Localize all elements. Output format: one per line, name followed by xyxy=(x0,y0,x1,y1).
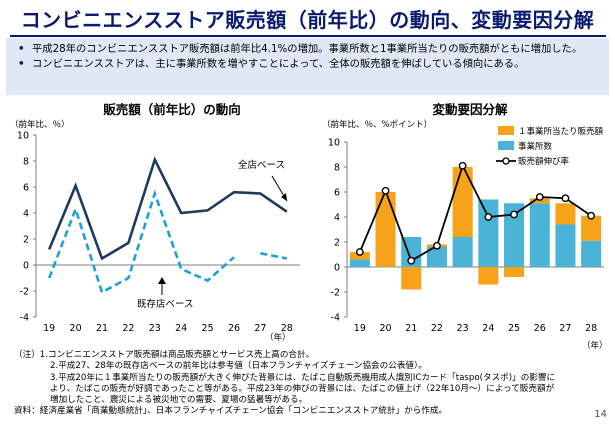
left-chart-y-tick-label: -2 xyxy=(20,287,29,298)
bar-store-count xyxy=(555,224,576,267)
bar-store-count xyxy=(478,199,499,267)
left-chart-title: 販売額（前年比）の動向 xyxy=(103,102,241,117)
left-chart-y-tick-label: 10 xyxy=(17,131,29,142)
sales-growth-point xyxy=(587,211,596,220)
bar-store-count xyxy=(529,203,550,267)
bar-per-store-sales xyxy=(504,267,525,277)
right-chart-y-tick-label: 4 xyxy=(334,213,340,224)
right-chart-y-tick-label: -4 xyxy=(331,313,340,324)
sales-growth-point xyxy=(510,210,518,219)
note-line-3: 3.平成20年に１事業所当たりの販売額が大きく伸びた背景には、たばこ自動販売機用… xyxy=(50,372,556,383)
left-chart-y-tick-label: 4 xyxy=(23,209,29,220)
annotation-all-stores: 全店ベース xyxy=(238,159,285,171)
left-chart-x-tick-label: 20 xyxy=(70,323,82,334)
right-chart-y-tick-label: 10 xyxy=(328,138,340,149)
right-chart-y-tick-label: 2 xyxy=(334,238,340,249)
note-line-5: 増加したこと、震災による被災地での需要、夏場の猛暑等がある。 xyxy=(50,395,308,406)
annotation-arrowhead-all-stores xyxy=(281,193,287,201)
series-line-sales-growth xyxy=(359,163,592,263)
series-line-all-stores xyxy=(47,156,288,261)
bar-per-store-sales xyxy=(555,203,576,225)
bar-store-count xyxy=(426,247,447,267)
sales-growth-point xyxy=(355,248,364,256)
left-chart-x-tick-label: 23 xyxy=(149,323,161,334)
bar-store-count xyxy=(349,259,370,267)
right-chart-x-tick-label: 28 xyxy=(585,323,597,334)
bar-store-count xyxy=(504,203,525,267)
sales-growth-point xyxy=(484,213,493,221)
right-chart-y-tick-label: 0 xyxy=(334,263,340,274)
legend-swatch-store-count xyxy=(498,141,514,150)
right-chart-x-tick-label: 27 xyxy=(559,323,571,334)
right-chart-x-tick-label: 26 xyxy=(534,323,546,334)
left-chart-x-tick-label: 24 xyxy=(175,323,187,334)
right-chart-x-tick-label: 23 xyxy=(457,323,469,334)
annotation-existing-stores: 既存店ベース xyxy=(137,298,194,310)
annotation-arrowhead-existing-stores xyxy=(158,277,166,284)
bar-per-store-sales xyxy=(375,192,396,267)
left-chart-y-axis-label: （前年比、％） xyxy=(10,119,70,130)
legend-label-store-count: 事業所数 xyxy=(518,141,553,152)
right-chart-y-tick-label: 8 xyxy=(334,163,340,174)
page-title: コンビニエンスストア販売額（前年比）の動向、変動要因分解 xyxy=(20,8,595,32)
right-chart-title: 変動要因分解 xyxy=(432,102,508,117)
right-chart-x-tick-label: 20 xyxy=(380,323,392,334)
left-chart-x-tick-label: 19 xyxy=(43,323,55,334)
sales-growth-point xyxy=(535,193,544,201)
note-line-1: （注）1.コンビニエンスストア販売額は商品販売額とサービス売上高の合計。 xyxy=(14,350,315,360)
left-chart-x-tick-label: 25 xyxy=(202,323,214,334)
sales-growth-point xyxy=(561,194,570,203)
bar-per-store-sales xyxy=(581,215,602,241)
right-chart-x-axis-label: （年） xyxy=(582,340,608,351)
source-line: 資料：経済産業省「商業動態統計」、日本フランチャイズチェーン協会「コンビニエンス… xyxy=(14,406,448,417)
right-chart-x-tick-label: 25 xyxy=(508,323,520,334)
title-divider xyxy=(10,35,606,37)
bar-store-count xyxy=(375,267,396,268)
sales-growth-point xyxy=(433,241,441,250)
left-chart-x-tick-label: 26 xyxy=(228,323,240,334)
left-chart-y-tick-label: 8 xyxy=(23,157,29,168)
note-line-2: 2.平成27、28年の既存店ベースの前年比は参考値（日本フランチャイズチェーン協… xyxy=(50,361,427,372)
left-chart-x-tick-label: 22 xyxy=(122,323,134,334)
legend-label-sales-growth: 販売額伸び率 xyxy=(518,156,570,167)
right-chart-x-tick-label: 24 xyxy=(482,323,494,334)
left-chart-x-tick-label: 28 xyxy=(281,323,293,334)
right-chart-x-tick-label: 19 xyxy=(354,323,366,334)
legend-label-per-store-sales: １事業所当たり販売額 xyxy=(518,126,604,137)
right-chart-x-tick-label: 22 xyxy=(431,323,443,334)
series-line-existing-stores-reference xyxy=(260,252,288,260)
series-line-existing-stores xyxy=(47,189,235,295)
right-chart-y-tick-label: 6 xyxy=(334,188,340,199)
bar-per-store-sales xyxy=(401,267,422,290)
sales-growth-point xyxy=(458,161,467,170)
legend-swatch-per-store-sales xyxy=(498,126,514,135)
summary-box: 平成28年のコンビニエンスストア販売額は前年比4.1%の増加。事業所数と1事業所… xyxy=(6,38,609,95)
left-chart-y-tick-label: -4 xyxy=(20,313,29,324)
left-chart-x-tick-label: 27 xyxy=(254,323,266,334)
right-chart-y-axis-label: （前年比、％、%ポイント） xyxy=(322,119,432,130)
right-chart-x-tick-label: 21 xyxy=(405,323,417,334)
left-chart-y-tick-label: 2 xyxy=(23,235,29,246)
right-chart-y-tick-label: -2 xyxy=(331,288,340,299)
left-chart-y-tick-label: 0 xyxy=(23,261,29,272)
notes-section: （注）1.コンビニエンスストア販売額は商品販売額とサービス売上高の合計。 2.平… xyxy=(14,350,604,418)
summary-bullet-1: 平成28年のコンビニエンスストア販売額は前年比4.1%の増加。事業所数と1事業所… xyxy=(18,42,601,57)
sales-growth-point xyxy=(407,256,416,265)
page-number: 14 xyxy=(594,409,607,420)
legend-marker-sales-growth xyxy=(502,157,510,165)
left-chart-x-axis-label: （年） xyxy=(265,332,291,343)
left-chart-x-tick-label: 21 xyxy=(96,323,108,334)
bar-per-store-sales xyxy=(478,267,499,285)
sales-growth-point xyxy=(381,186,390,195)
note-line-4: より、たばこの販売が好調であったこと等がある。平成23年の伸びの背景には、たばこ… xyxy=(50,383,555,394)
bar-store-count xyxy=(452,237,473,267)
bar-store-count xyxy=(581,240,602,267)
left-chart-y-tick-label: 6 xyxy=(23,183,29,194)
summary-bullet-2: コンビニエンスストアは、主に事業所数を増やすことによって、全体の販売額を伸ばして… xyxy=(18,57,601,72)
bar-per-store-sales xyxy=(452,167,473,237)
